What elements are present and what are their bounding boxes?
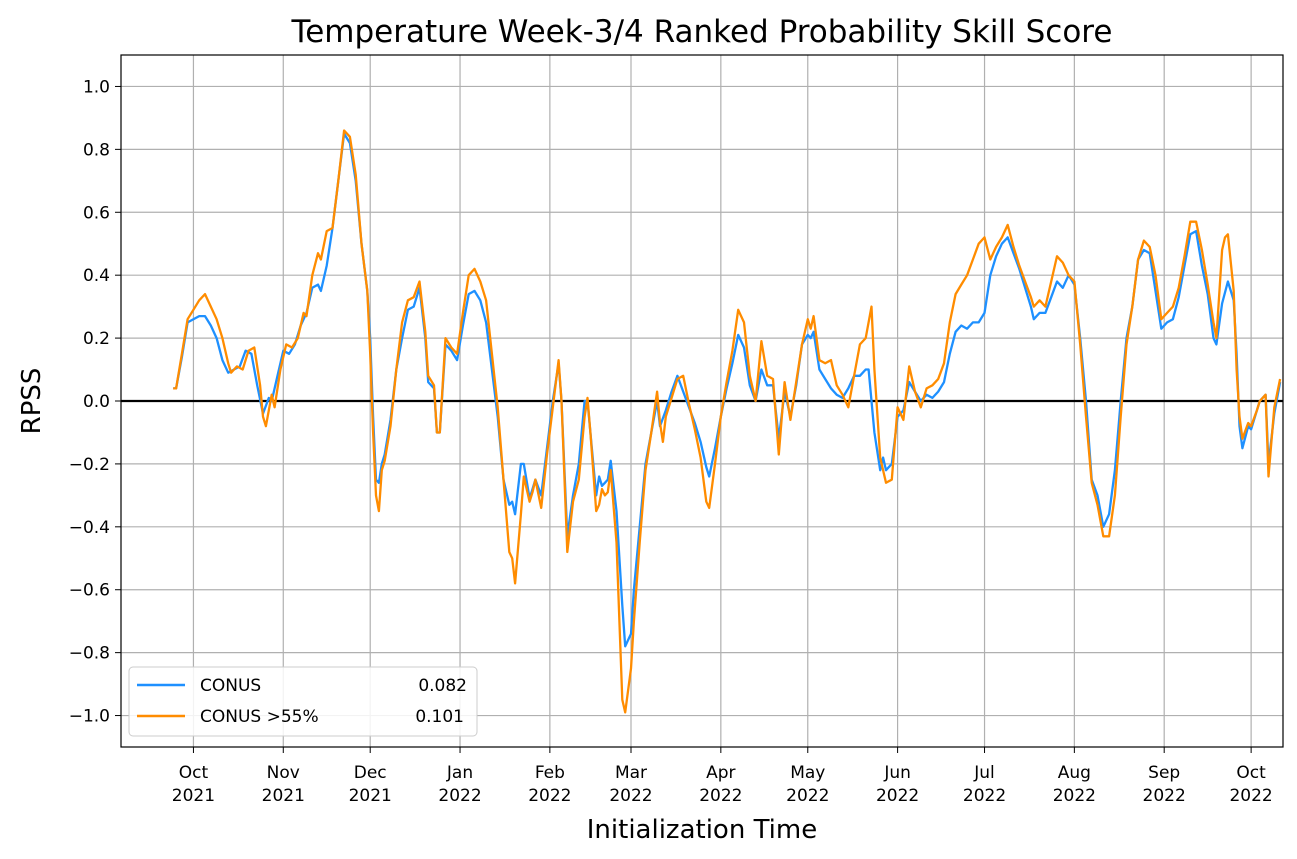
y-tick-label: 0.8: [83, 140, 110, 160]
legend-value-conus-55: 0.101: [415, 707, 464, 727]
x-tick-month: Mar: [615, 763, 647, 783]
legend-box: [128, 666, 478, 737]
x-tick-year: 2021: [262, 786, 305, 806]
y-tick-label: 1.0: [83, 77, 110, 97]
y-axis-label: RPSS: [17, 368, 47, 435]
chart-title: Temperature Week-3/4 Ranked Probability …: [291, 14, 1113, 50]
y-tick-label: −0.6: [69, 581, 110, 601]
x-tick-year: 2022: [609, 786, 652, 806]
series-line-conus-55: [173, 129, 1282, 714]
x-tick-month: Oct: [1236, 763, 1266, 783]
y-tick-label: 0.0: [83, 392, 110, 412]
legend-label-conus: CONUS: [200, 676, 261, 696]
x-tick-year: 2022: [1143, 786, 1186, 806]
x-tick-month: Jul: [973, 763, 995, 783]
y-tick-label: −1.0: [69, 707, 110, 727]
x-tick-year: 2022: [786, 786, 829, 806]
x-tick-year: 2022: [528, 786, 571, 806]
x-tick-month: Apr: [706, 763, 735, 783]
y-tick-label: −0.8: [69, 644, 110, 664]
x-tick-month: Sep: [1148, 763, 1180, 783]
legend-value-conus: 0.082: [418, 676, 467, 696]
x-tick-month: Aug: [1058, 763, 1091, 783]
x-tick-month: Nov: [267, 763, 300, 783]
y-tick-label: −0.2: [69, 455, 110, 475]
x-tick-month: May: [790, 763, 825, 783]
x-tick-month: Oct: [179, 763, 209, 783]
x-tick-month: Jan: [446, 763, 473, 783]
x-tick-year: 2022: [438, 786, 481, 806]
x-tick-year: 2022: [1053, 786, 1096, 806]
x-tick-month: Jun: [883, 763, 911, 783]
x-axis-label: Initialization Time: [587, 815, 817, 845]
legend: CONUS 0.082 CONUS >55% 0.101: [128, 666, 478, 737]
y-tick-label: 0.6: [83, 203, 110, 223]
x-tick-year: 2021: [172, 786, 215, 806]
x-tick-year: 2022: [1229, 786, 1272, 806]
y-tick-label: −0.4: [69, 518, 110, 538]
series-lines: [173, 129, 1282, 714]
y-axis-ticks: −1.0 −0.8 −0.6 −0.4 −0.2 0.0 0.2 0.4 0.6 0.8 1.0: [69, 77, 121, 727]
x-tick-month: Feb: [535, 763, 565, 783]
y-tick-label: 0.2: [83, 329, 110, 349]
y-tick-label: 0.4: [83, 266, 110, 286]
x-tick-year: 2022: [876, 786, 919, 806]
x-tick-month: Dec: [354, 763, 387, 783]
legend-label-conus-55: CONUS >55%: [200, 707, 319, 727]
x-axis-ticks: Oct 2021 Nov 2021 Dec 2021 Jan 2022 Feb 2022 Mar 20…: [172, 747, 1273, 806]
x-tick-year: 2022: [963, 786, 1006, 806]
x-tick-year: 2022: [699, 786, 742, 806]
x-tick-year: 2021: [349, 786, 392, 806]
